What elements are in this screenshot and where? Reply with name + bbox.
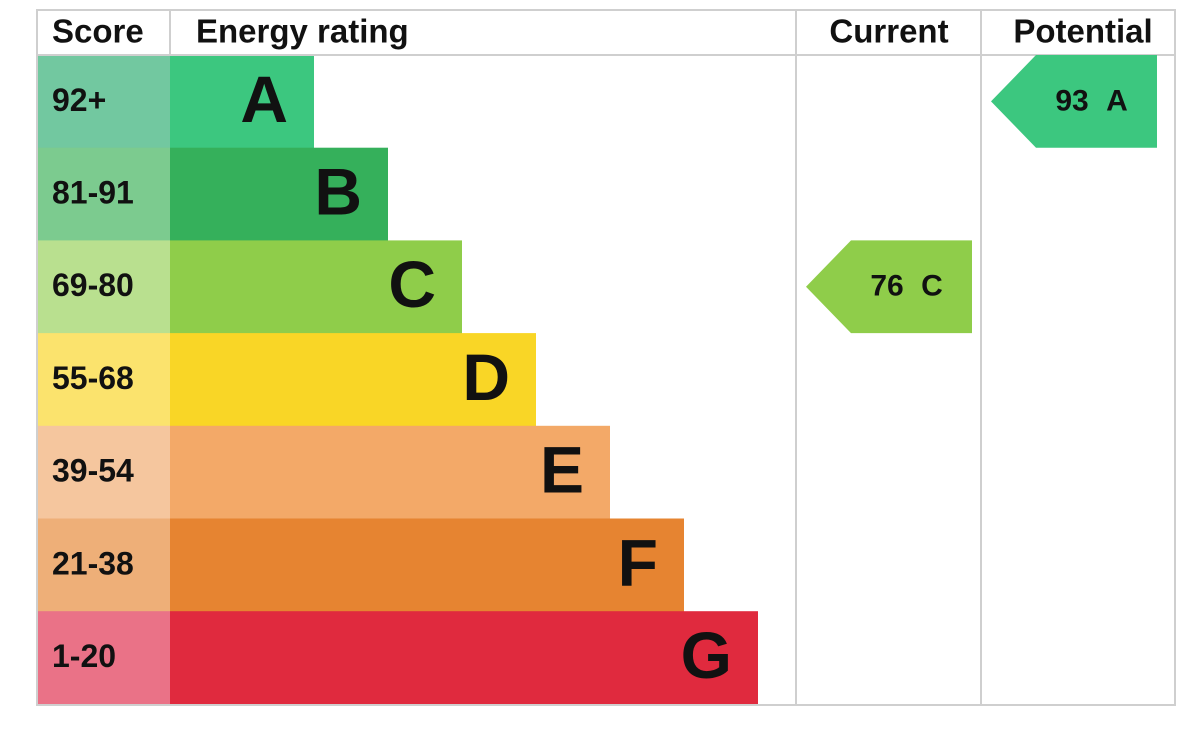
band-letter: D (462, 340, 510, 414)
header-score: Score (52, 13, 144, 50)
score-range: 69-80 (52, 267, 134, 303)
band-letter: E (540, 433, 584, 507)
rating-bar (170, 611, 758, 705)
score-cell (37, 333, 170, 427)
band-letter: A (240, 62, 288, 136)
band-letter: B (314, 154, 362, 228)
score-range: 39-54 (52, 453, 134, 489)
potential-letter: A (1106, 84, 1128, 117)
band-letter: C (388, 247, 436, 321)
score-cell (37, 611, 170, 705)
header-potential: Potential (1013, 13, 1152, 50)
score-range: 1-20 (52, 638, 116, 674)
score-range: 92+ (52, 82, 106, 118)
score-cell (37, 518, 170, 612)
table-border (36, 9, 1176, 706)
score-cell (37, 425, 170, 519)
bands (37, 55, 758, 705)
rating-bar (170, 518, 684, 612)
current-arrow (806, 240, 972, 334)
band-letter: G (681, 618, 732, 692)
rating-bar (170, 240, 462, 334)
current-value: 76 (870, 270, 903, 303)
rating-bar (170, 333, 536, 427)
band-letter: F (618, 525, 658, 599)
current-letter: C (921, 270, 943, 303)
potential-value: 93 (1055, 84, 1088, 117)
rating-bar (170, 425, 610, 519)
header-energy-rating: Energy rating (196, 13, 409, 50)
score-cell (37, 147, 170, 241)
rating-bar (170, 55, 314, 149)
score-cell (37, 240, 170, 334)
potential-arrow (991, 55, 1157, 148)
score-range: 21-38 (52, 545, 134, 581)
rating-bar (170, 147, 388, 241)
score-range: 55-68 (52, 360, 134, 396)
header-current: Current (829, 13, 948, 50)
score-range: 81-91 (52, 175, 134, 211)
score-cell (37, 55, 170, 149)
